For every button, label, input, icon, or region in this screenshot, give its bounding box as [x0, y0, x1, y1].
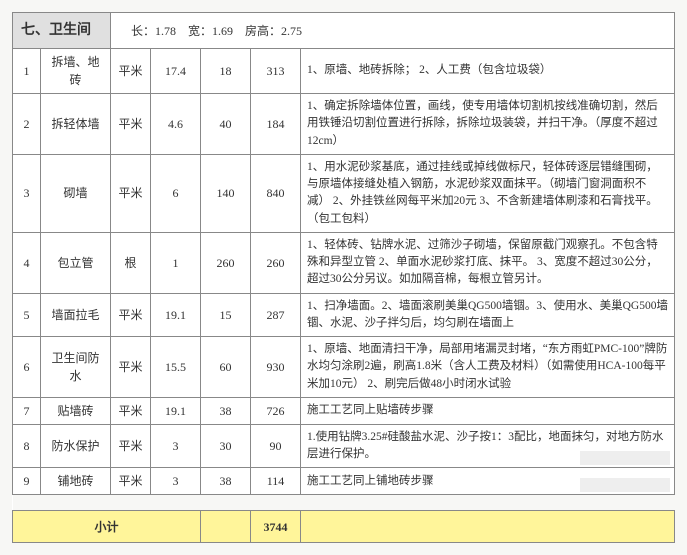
- dim-w-label: 宽：: [188, 24, 212, 38]
- row-index: 3: [13, 154, 41, 232]
- row-sum: 184: [251, 94, 301, 155]
- subtotal-row: 小计 3744: [13, 511, 675, 543]
- table-row: 5墙面拉毛平米19.1152871、扫净墙面。2、墙面滚刷美巢QG500墙锢。3…: [13, 293, 675, 337]
- row-index: 2: [13, 94, 41, 155]
- row-index: 1: [13, 49, 41, 94]
- row-price: 38: [201, 468, 251, 495]
- row-qty: 3: [151, 468, 201, 495]
- row-sum: 726: [251, 397, 301, 424]
- row-unit: 平米: [111, 154, 151, 232]
- dim-l-label: 长：: [131, 24, 155, 38]
- row-price: 38: [201, 397, 251, 424]
- row-desc: 1、原墙、地面清扫干净，局部用堵漏灵封堵，“东方雨虹PMC-100”牌防水均匀涂…: [301, 337, 675, 398]
- row-index: 6: [13, 337, 41, 398]
- row-desc: 1、用水泥砂浆基底，通过挂线或掉线做标尺，轻体砖逐层错缝围砌，与原墙体接缝处植入…: [301, 154, 675, 232]
- subtotal-empty: [201, 511, 251, 543]
- row-name: 卫生间防水: [41, 337, 111, 398]
- row-desc: 1、轻体砖、钻牌水泥、过筛沙子砌墙，保留原截门观察孔。不包含特殊和异型立管 2、…: [301, 232, 675, 293]
- dim-l: 1.78: [155, 24, 176, 38]
- subtotal-label: 小计: [13, 511, 201, 543]
- row-unit: 平米: [111, 94, 151, 155]
- row-name: 铺地砖: [41, 468, 111, 495]
- row-name: 拆轻体墙: [41, 94, 111, 155]
- section-dims-cell: 长：1.78 宽：1.69 房高：2.75: [111, 13, 675, 49]
- row-name: 防水保护: [41, 424, 111, 468]
- row-desc: 施工工艺同上铺地砖步骤: [301, 468, 675, 495]
- row-price: 260: [201, 232, 251, 293]
- row-name: 墙面拉毛: [41, 293, 111, 337]
- row-unit: 根: [111, 232, 151, 293]
- row-index: 7: [13, 397, 41, 424]
- row-unit: 平米: [111, 424, 151, 468]
- row-qty: 1: [151, 232, 201, 293]
- section-title-cell: 七、卫生间: [13, 13, 111, 49]
- row-name: 砌墙: [41, 154, 111, 232]
- row-qty: 19.1: [151, 293, 201, 337]
- subtotal-desc: [301, 511, 675, 543]
- row-unit: 平米: [111, 293, 151, 337]
- row-index: 8: [13, 424, 41, 468]
- section-no: 七、: [21, 23, 49, 38]
- dim-h: 2.75: [281, 24, 302, 38]
- row-price: 15: [201, 293, 251, 337]
- row-index: 5: [13, 293, 41, 337]
- row-price: 140: [201, 154, 251, 232]
- row-qty: 19.1: [151, 397, 201, 424]
- row-sum: 90: [251, 424, 301, 468]
- row-qty: 15.5: [151, 337, 201, 398]
- section-header-row: 七、卫生间 长：1.78 宽：1.69 房高：2.75: [13, 13, 675, 49]
- table-row: 8防水保护平米330901.使用钻牌3.25#硅酸盐水泥、沙子按1：3配比，地面…: [13, 424, 675, 468]
- section-title: 卫生间: [49, 23, 91, 38]
- row-index: 4: [13, 232, 41, 293]
- table-row: 1拆墙、地砖平米17.4183131、原墙、地砖拆除； 2、人工费（包含垃圾袋）: [13, 49, 675, 94]
- table-row: 9铺地砖平米338114施工工艺同上铺地砖步骤: [13, 468, 675, 495]
- row-qty: 6: [151, 154, 201, 232]
- subtotal-value: 3744: [251, 511, 301, 543]
- dim-w: 1.69: [212, 24, 233, 38]
- table-row: 7贴墙砖平米19.138726施工工艺同上贴墙砖步骤: [13, 397, 675, 424]
- table-row: 6卫生间防水平米15.5609301、原墙、地面清扫干净，局部用堵漏灵封堵，“东…: [13, 337, 675, 398]
- row-name: 贴墙砖: [41, 397, 111, 424]
- row-price: 18: [201, 49, 251, 94]
- row-desc: 施工工艺同上贴墙砖步骤: [301, 397, 675, 424]
- row-desc: 1.使用钻牌3.25#硅酸盐水泥、沙子按1：3配比，地面抹匀，对地方防水层进行保…: [301, 424, 675, 468]
- dim-h-label: 房高：: [245, 24, 281, 38]
- estimate-table: 七、卫生间 长：1.78 宽：1.69 房高：2.75 1拆墙、地砖平米17.4…: [12, 12, 675, 543]
- row-unit: 平米: [111, 337, 151, 398]
- row-qty: 17.4: [151, 49, 201, 94]
- row-index: 9: [13, 468, 41, 495]
- row-unit: 平米: [111, 397, 151, 424]
- row-sum: 114: [251, 468, 301, 495]
- table-row: 4包立管根12602601、轻体砖、钻牌水泥、过筛沙子砌墙，保留原截门观察孔。不…: [13, 232, 675, 293]
- table-row: 3砌墙平米61408401、用水泥砂浆基底，通过挂线或掉线做标尺，轻体砖逐层错缝…: [13, 154, 675, 232]
- row-sum: 313: [251, 49, 301, 94]
- row-desc: 1、原墙、地砖拆除； 2、人工费（包含垃圾袋）: [301, 49, 675, 94]
- row-qty: 4.6: [151, 94, 201, 155]
- row-sum: 287: [251, 293, 301, 337]
- row-price: 60: [201, 337, 251, 398]
- row-desc: 1、确定拆除墙体位置，画线，使专用墙体切割机按线准确切割，然后用铁锤沿切割位置进…: [301, 94, 675, 155]
- row-sum: 260: [251, 232, 301, 293]
- row-sum: 840: [251, 154, 301, 232]
- table-row: 2拆轻体墙平米4.6401841、确定拆除墙体位置，画线，使专用墙体切割机按线准…: [13, 94, 675, 155]
- row-desc: 1、扫净墙面。2、墙面滚刷美巢QG500墙锢。3、使用水、美巢QG500墙锢、水…: [301, 293, 675, 337]
- row-qty: 3: [151, 424, 201, 468]
- row-unit: 平米: [111, 49, 151, 94]
- row-price: 30: [201, 424, 251, 468]
- row-sum: 930: [251, 337, 301, 398]
- row-name: 拆墙、地砖: [41, 49, 111, 94]
- gap-row: [13, 495, 675, 511]
- row-name: 包立管: [41, 232, 111, 293]
- row-price: 40: [201, 94, 251, 155]
- row-unit: 平米: [111, 468, 151, 495]
